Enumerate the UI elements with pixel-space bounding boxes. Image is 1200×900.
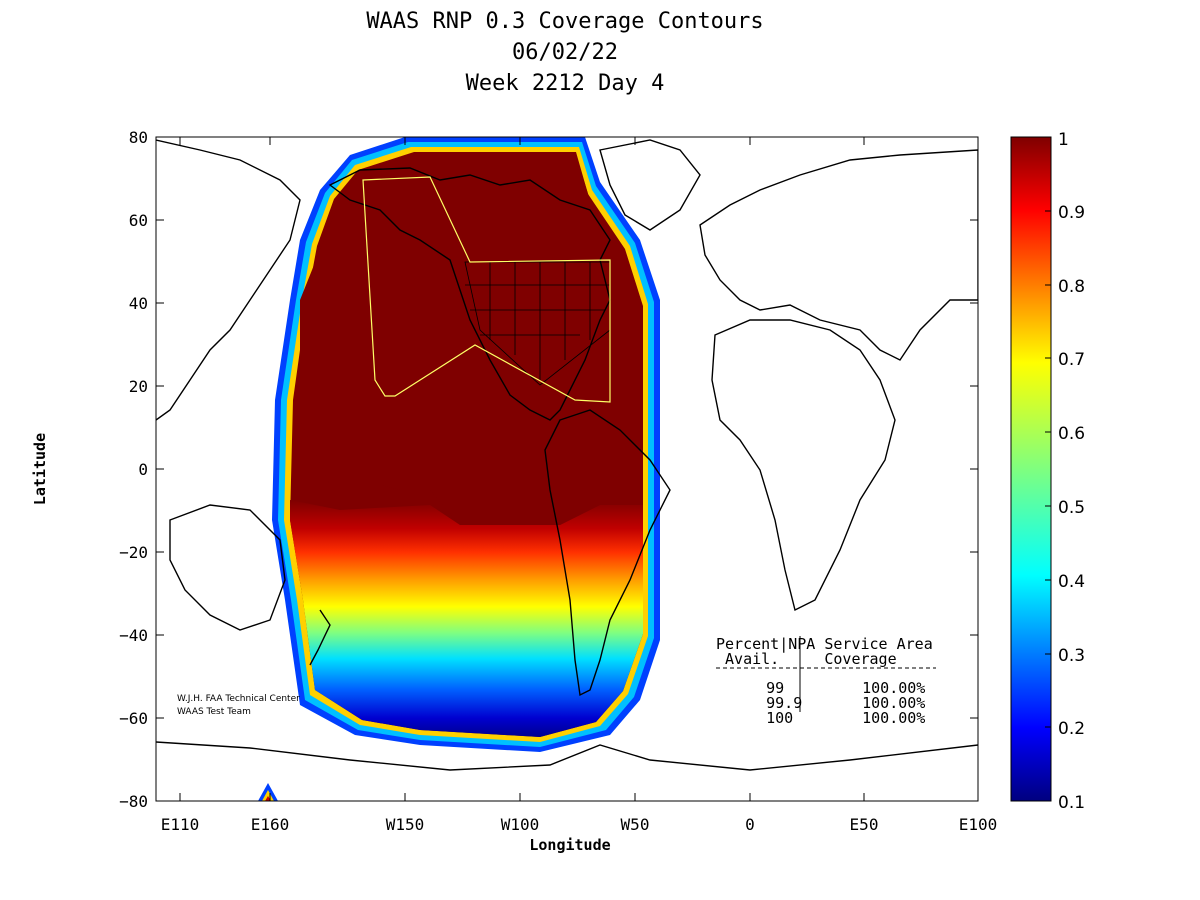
- y-tick-label: 40: [128, 294, 148, 313]
- legend-header-1: Percent|NPA Service Area: [716, 635, 933, 653]
- x-tick-label: E100: [958, 815, 998, 834]
- x-tick-label: E110: [160, 815, 200, 834]
- x-tick-label: W100: [500, 815, 540, 834]
- colorbar-tick-label: 0.3: [1058, 646, 1086, 666]
- colorbar: [1011, 137, 1051, 801]
- credit-line-1: W.J.H. FAA Technical Center: [177, 694, 300, 704]
- colorbar-tick-label: 0.6: [1058, 424, 1086, 444]
- legend-row: 100 100.00%: [716, 697, 933, 726]
- colorbar-tick-label: 0.7: [1058, 350, 1086, 370]
- colorbar-tick-label: 0.1: [1058, 793, 1086, 813]
- service-area-outline: [362, 176, 611, 403]
- colorbar-tick-label: 0.2: [1058, 719, 1086, 739]
- colorbar-tick-label: 0.5: [1058, 498, 1086, 518]
- credit-line-2: WAAS Test Team: [177, 707, 251, 717]
- colorbar-tick-label: 1: [1058, 130, 1069, 150]
- title-line-2: 06/02/22: [512, 40, 618, 65]
- legend-row: 99.9 100.00%: [716, 682, 933, 711]
- legend-coverage: 100.00%: [862, 694, 926, 712]
- colorbar-tick-label: 0.8: [1058, 277, 1086, 297]
- legend-avail: 100: [766, 709, 794, 727]
- y-tick-label: 80: [128, 128, 148, 147]
- colorbar-tick-label: 0.9: [1058, 203, 1086, 223]
- coastlines: [156, 139, 978, 771]
- chart-title: WAAS RNP 0.3 Coverage Contours 06/02/22 …: [340, 6, 790, 99]
- legend-row: 99 100.00%: [716, 667, 933, 696]
- y-tick-label: 20: [128, 377, 148, 396]
- legend-coverage: 100.00%: [862, 679, 926, 697]
- coverage-legend-table: Percent|NPA Service Area Avail. Coverage…: [716, 635, 933, 726]
- y-tick-label: 0: [138, 460, 148, 479]
- title-line-1: WAAS RNP 0.3 Coverage Contours: [366, 9, 764, 34]
- x-tick-label: W150: [385, 815, 425, 834]
- legend-coverage: 100.00%: [862, 709, 926, 727]
- x-axis-label: Longitude: [529, 836, 611, 854]
- x-tick-label: 0: [745, 815, 755, 834]
- title-line-3: Week 2212 Day 4: [465, 71, 665, 96]
- colorbar-tick-label: 0.4: [1058, 572, 1086, 592]
- y-tick-label: −20: [119, 543, 148, 562]
- y-axis-label: Latitude: [31, 432, 49, 506]
- legend-avail: 99: [766, 679, 785, 697]
- x-tick-label: E50: [849, 815, 879, 834]
- legend-avail: 99.9: [766, 694, 803, 712]
- legend-header-2: Avail. Coverage: [716, 650, 897, 668]
- y-tick-label: −60: [119, 709, 148, 728]
- x-tick-label: E160: [250, 815, 290, 834]
- x-tick-label: W50: [620, 815, 650, 834]
- y-tick-label: −40: [119, 626, 148, 645]
- y-tick-label: 60: [128, 211, 148, 230]
- y-tick-label: −80: [119, 792, 148, 811]
